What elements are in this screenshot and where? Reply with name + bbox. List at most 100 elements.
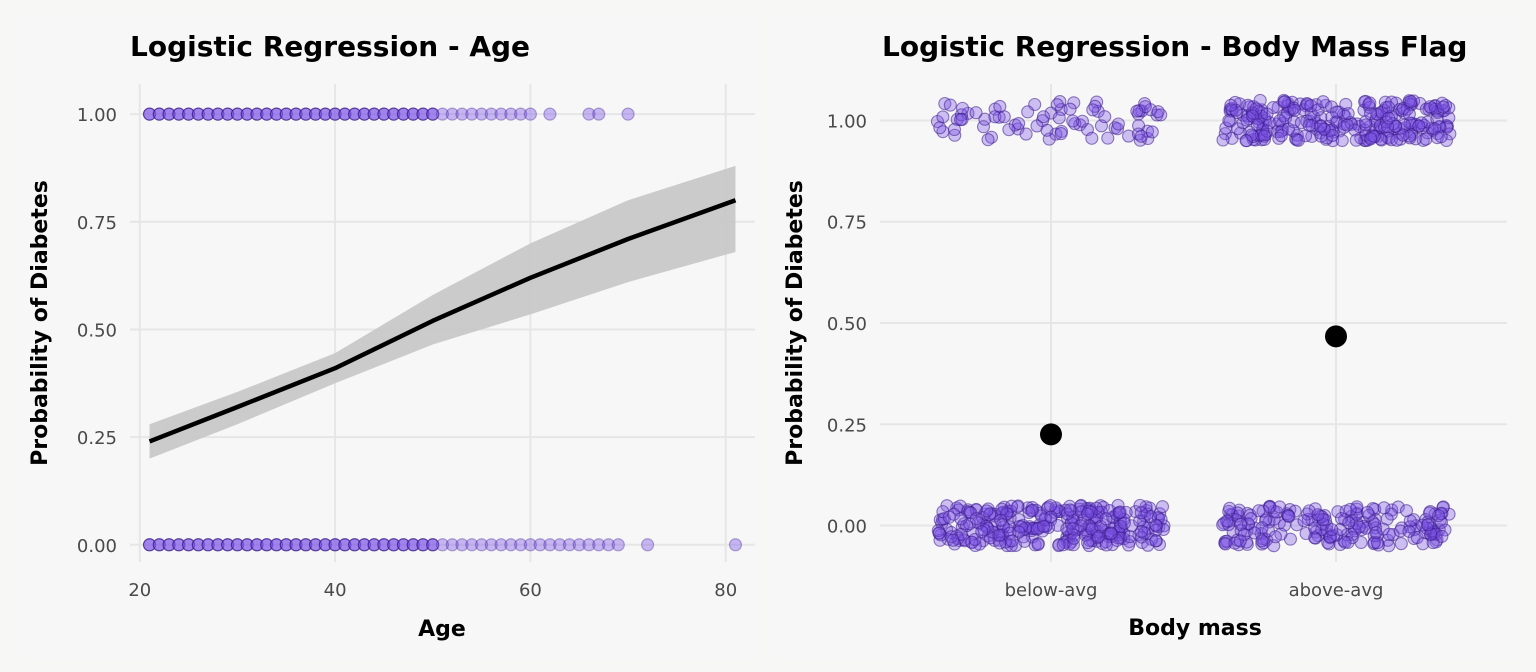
data-point [1324,100,1339,114]
data-point [1117,516,1131,530]
data-point [1248,526,1262,540]
predicted-points-body-mass [1040,325,1347,446]
data-point [1250,118,1264,132]
data-point [1432,509,1446,523]
data-point [1386,527,1400,542]
data-point [1101,131,1115,145]
data-point [1343,502,1357,517]
data-point [494,538,508,552]
data-point [474,538,489,552]
data-point [947,507,961,521]
x-tick-label: above-avg [1289,580,1384,601]
x-tick-labels-body-mass: below-avg above-avg [1005,580,1384,601]
x-tick-label: 60 [519,580,542,601]
data-point [1036,110,1051,124]
data-point [1341,535,1355,549]
data-point [533,538,547,552]
data-point [1141,538,1155,552]
data-point [988,110,1002,124]
data-point [1063,503,1077,517]
data-point [1031,537,1045,552]
data-point [445,107,459,121]
y-tick-label: 0.50 [77,320,117,341]
y-tick-label: 0.50 [827,314,867,335]
data-point [1249,102,1263,116]
data-point [969,512,983,526]
data-point [980,504,994,518]
data-point [572,538,586,552]
x-tick-label: below-avg [1005,580,1098,601]
data-point [1348,123,1362,137]
data-point [601,538,616,552]
data-point [1291,133,1305,147]
data-point [1134,506,1148,520]
data-point [1364,132,1378,146]
data-point [1360,505,1375,520]
data-point [426,538,440,552]
x-tick-label: 80 [714,580,737,601]
data-point [1394,537,1408,551]
data-point [1218,536,1232,550]
data-point [1260,107,1274,121]
x-tick-labels-age: 20 40 60 80 [128,580,737,601]
y-tick-label: 1.00 [827,111,867,132]
x-axis-label-body-mass: Body mass [1128,616,1262,641]
x-axis-label-age: Age [418,617,466,642]
data-point [543,107,557,121]
data-point [426,107,440,121]
data-point [1419,132,1433,146]
data-point [1222,113,1236,128]
data-point [1218,537,1233,551]
data-point [975,525,989,539]
data-point [1430,112,1444,126]
data-point [1052,111,1066,125]
data-point [992,110,1006,124]
data-point [1340,118,1354,132]
data-point [1104,527,1118,541]
data-point [1233,534,1247,548]
data-point [1434,130,1448,144]
data-point [514,107,528,121]
data-point [1099,538,1113,552]
data-point [1151,105,1165,119]
data-point [1036,519,1051,533]
data-point [1091,530,1106,544]
data-point [1363,96,1377,110]
data-point [592,107,606,121]
observed-points-body-mass [930,93,1457,553]
data-point [1421,518,1435,532]
data-point [1130,104,1144,118]
data-point [978,112,992,126]
chart-body-mass: 0.000.250.500.751.00 below-avg above-avg … [770,14,1522,660]
data-point [1434,507,1448,521]
data-point [562,538,577,552]
data-point [1282,509,1296,524]
data-point [1224,98,1238,112]
data-point [1363,106,1378,121]
data-point [435,538,450,552]
data-point [1304,99,1318,113]
data-point [1402,107,1416,121]
data-point [1435,529,1449,543]
data-point [582,538,596,552]
data-point [1074,519,1088,533]
data-point [1030,522,1044,536]
data-point [1123,530,1137,544]
y-axis-label-body-mass: Probability of Diabetes [783,180,808,466]
x-tick-label: 20 [128,580,151,601]
data-point [1308,521,1322,535]
data-point [1113,505,1127,519]
y-tick-label: 0.75 [827,213,867,234]
data-point [997,110,1011,124]
data-point [1273,500,1287,514]
data-point [1302,118,1316,132]
data-point [1056,538,1070,552]
data-point [504,107,518,121]
data-point [981,133,995,147]
data-point [1335,133,1349,148]
data-point [1019,127,1033,141]
data-point [1216,133,1230,147]
data-point [514,538,528,552]
data-point [1220,514,1234,528]
